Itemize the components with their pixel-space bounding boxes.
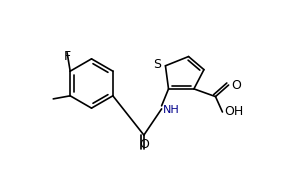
Text: NH: NH [163,105,180,115]
Text: F: F [64,50,71,63]
Text: O: O [231,78,241,92]
Text: O: O [140,138,150,151]
Text: S: S [153,58,161,71]
Text: OH: OH [225,105,244,118]
